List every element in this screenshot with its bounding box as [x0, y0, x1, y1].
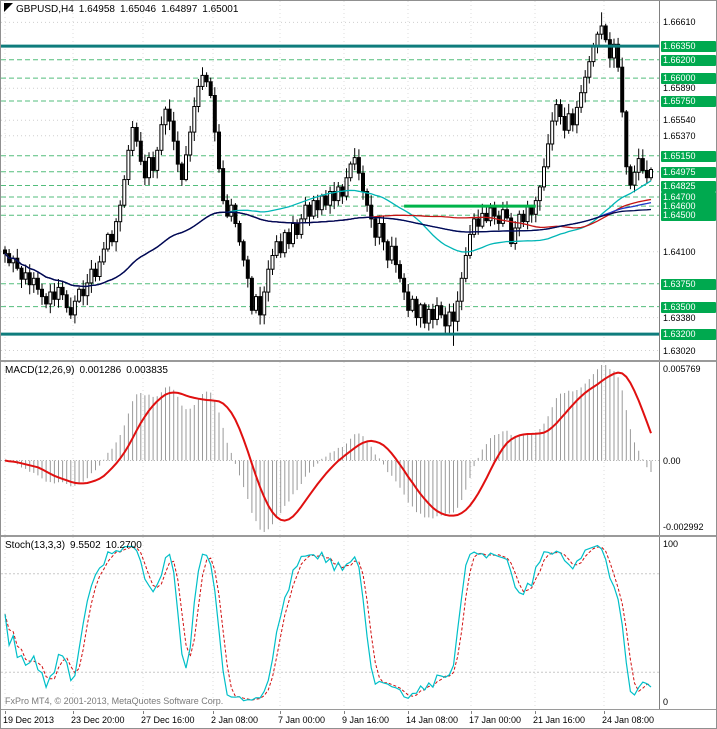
- time-tick: [535, 711, 536, 714]
- stoch-axis-max: 100: [663, 539, 679, 549]
- macd-panel-canvas[interactable]: [1, 362, 659, 535]
- panel-splitter-stoch[interactable]: [1, 535, 716, 537]
- time-label: 17 Jan 00:00: [469, 715, 522, 725]
- price-level-label: 1.65150: [661, 151, 716, 162]
- time-tick: [5, 711, 6, 714]
- ohlc-low: 1.64897: [161, 4, 198, 15]
- time-label: 23 Dec 20:00: [71, 715, 125, 725]
- time-label: 19 Dec 2013: [3, 715, 55, 725]
- stochastic-panel-canvas[interactable]: [1, 537, 659, 709]
- time-label: 24 Jan 08:00: [602, 715, 655, 725]
- price-axis[interactable]: 1.66610 1.66350 1.66200 1.66000 1.65890 1.657…: [659, 1, 716, 709]
- ohlc-close: 1.65001: [202, 4, 239, 15]
- price-tick-label: 1.65540: [663, 115, 696, 125]
- chart-arrow-icon: [4, 3, 13, 12]
- time-tick: [143, 711, 144, 714]
- time-tick: [471, 711, 472, 714]
- time-tick: [604, 711, 605, 714]
- stoch-name: Stoch(13,3,3): [5, 540, 66, 551]
- time-label: 7 Jan 00:00: [278, 715, 326, 725]
- time-tick: [73, 711, 74, 714]
- time-label: 9 Jan 16:00: [342, 715, 390, 725]
- time-tick: [213, 711, 214, 714]
- macd-axis-zero: 0.00: [663, 456, 681, 466]
- stoch-value-1: 9.5502: [70, 540, 101, 551]
- price-level-label: 1.66350: [661, 41, 716, 52]
- symbol-timeframe: GBPUSD,H4: [16, 4, 74, 15]
- price-level-label: 1.66000: [661, 73, 716, 84]
- macd-value-2: 0.003835: [126, 365, 168, 376]
- price-tick-label: 1.64100: [663, 247, 696, 257]
- price-level-label: 1.64500: [661, 210, 716, 221]
- price-level-label: 1.66200: [661, 55, 716, 66]
- macd-axis-min: -0.002992: [663, 522, 704, 532]
- time-label: 14 Jan 08:00: [406, 715, 459, 725]
- price-level-label: 1.65750: [661, 96, 716, 107]
- price-tick-label: 1.63380: [663, 313, 696, 323]
- price-level-label: 1.64975: [661, 167, 716, 178]
- price-level-label: 1.63200: [661, 329, 716, 340]
- ohlc-high: 1.65046: [119, 4, 157, 15]
- price-level-label: 1.64600: [661, 201, 716, 212]
- time-tick: [280, 711, 281, 714]
- price-tick-label: 1.66610: [663, 17, 696, 27]
- price-level-label: 1.64825: [661, 181, 716, 192]
- time-label: 2 Jan 08:00: [211, 715, 259, 725]
- price-tick-label: 1.63020: [663, 346, 696, 356]
- time-tick: [408, 711, 409, 714]
- price-level-label: 1.63750: [661, 279, 716, 290]
- chart-title: GBPUSD,H4 1.64958 1.65046 1.64897 1.65001: [16, 4, 243, 15]
- price-tick-label: 1.65370: [663, 131, 696, 141]
- stoch-title: Stoch(13,3,3) 9.5502 10.2700: [5, 540, 147, 551]
- stoch-value-2: 10.2700: [105, 540, 142, 551]
- time-axis-border: [1, 709, 716, 710]
- price-tick-label: 1.65890: [663, 83, 696, 93]
- price-level-label: 1.63500: [661, 302, 716, 313]
- time-tick: [344, 711, 345, 714]
- time-axis[interactable]: 19 Dec 2013 23 Dec 20:00 27 Dec 16:00 2 Jan…: [1, 711, 716, 728]
- panel-splitter-macd[interactable]: [1, 360, 716, 362]
- time-label: 21 Jan 16:00: [533, 715, 586, 725]
- copyright-text: FxPro MT4, © 2001-2013, MetaQuotes Softw…: [5, 696, 224, 706]
- macd-value-1: 0.001286: [79, 365, 122, 376]
- price-chart-canvas[interactable]: [1, 1, 659, 360]
- macd-axis-max: 0.005769: [663, 364, 701, 374]
- macd-title: MACD(12,26,9) 0.001286 0.003835: [5, 365, 173, 376]
- time-label: 27 Dec 16:00: [141, 715, 195, 725]
- ohlc-open: 1.64958: [78, 4, 115, 15]
- price-level-label: 1.64700: [661, 192, 716, 203]
- macd-name: MACD(12,26,9): [5, 365, 75, 376]
- stoch-axis-min: 0: [663, 697, 669, 707]
